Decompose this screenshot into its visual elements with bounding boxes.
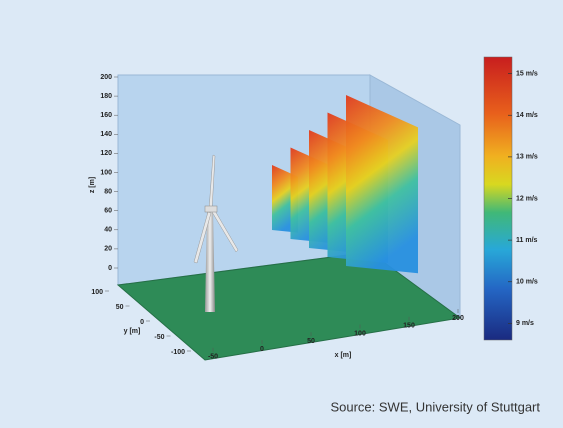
y-tick-label: -100 bbox=[171, 349, 185, 356]
colorbar-tick-label: 12 m/s bbox=[516, 195, 538, 202]
y-tick-label: -50 bbox=[154, 334, 164, 341]
colorbar-tick-label: 9 m/s bbox=[516, 320, 534, 327]
colorbar-tick-label: 14 m/s bbox=[516, 112, 538, 119]
colorbar-tick-label: 15 m/s bbox=[516, 70, 538, 77]
z-tick-label: 80 bbox=[104, 188, 112, 195]
x-tick-label: 100 bbox=[354, 330, 366, 337]
z-tick-label: 180 bbox=[100, 93, 112, 100]
z-tick-label: 140 bbox=[100, 131, 112, 138]
colorbar-tick-label: 11 m/s bbox=[516, 237, 538, 244]
z-tick-label: 40 bbox=[104, 227, 112, 234]
z-tick-label: 100 bbox=[100, 169, 112, 176]
colorbar-tick-label: 13 m/s bbox=[516, 154, 538, 161]
x-tick-label: 200 bbox=[452, 315, 464, 322]
z-tick-label: 120 bbox=[100, 150, 112, 157]
source: Source: SWE, University of Stuttgart bbox=[330, 399, 540, 414]
ground bbox=[116, 251, 462, 361]
nacelle bbox=[204, 205, 218, 213]
x-tick-label: 0 bbox=[260, 346, 264, 353]
y-axis-label: y [m] bbox=[124, 328, 141, 335]
z-tick-label: 160 bbox=[100, 112, 112, 119]
wind-slice bbox=[346, 95, 418, 274]
z-tick-label: 20 bbox=[104, 246, 112, 253]
x-tick-label: -50 bbox=[208, 354, 218, 361]
z-tick-label: 0 bbox=[108, 265, 112, 272]
y-tick-label: 100 bbox=[91, 289, 103, 296]
z-tick-label: 60 bbox=[104, 208, 112, 215]
z-axis-label: z [m] bbox=[89, 177, 96, 193]
wind-slices bbox=[272, 95, 418, 274]
y-tick-label: 50 bbox=[116, 304, 124, 311]
colorbar-tick-label: 10 m/s bbox=[516, 279, 538, 286]
x-axis-label: x [m] bbox=[335, 352, 352, 359]
x-tick-label: 150 bbox=[403, 323, 415, 330]
tower bbox=[205, 210, 215, 312]
x-tick-label: 50 bbox=[307, 338, 315, 345]
y-tick-label: 0 bbox=[140, 319, 144, 326]
colorbar bbox=[483, 56, 513, 341]
blade bbox=[193, 211, 212, 264]
turbine bbox=[193, 154, 239, 312]
z-tick-label: 200 bbox=[100, 74, 112, 81]
